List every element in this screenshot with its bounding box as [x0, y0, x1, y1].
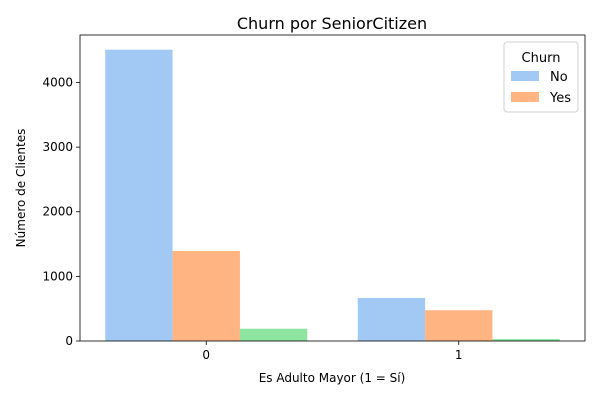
legend: Churn No Yes [503, 41, 579, 113]
legend-title: Churn [522, 51, 561, 66]
x-tick-label: 1 [455, 348, 463, 362]
x-axis-label: Es Adulto Mayor (1 = Sí) [259, 371, 406, 385]
legend-label-yes: Yes [549, 91, 571, 106]
x-tick-label: 0 [202, 348, 210, 362]
y-tick-label: 4000 [42, 75, 73, 89]
y-tick-label: 1000 [42, 269, 73, 283]
chart-title: Churn por SeniorCitizen [237, 14, 427, 33]
bars-group [105, 49, 560, 341]
bar-series-2-cat-1 [492, 339, 560, 341]
legend-swatch-yes [511, 92, 539, 102]
bar-series-1-cat-1 [425, 310, 493, 341]
bar-series-1-cat-0 [172, 250, 240, 341]
legend-label-no: No [550, 70, 568, 85]
bar-series-0-cat-1 [357, 297, 426, 341]
y-tick-label: 2000 [42, 205, 73, 219]
y-ticks-group: 0 1000 2000 3000 4000 [42, 75, 80, 348]
legend-swatch-no [511, 71, 539, 81]
plot-frame [79, 34, 586, 342]
y-tick-label: 3000 [42, 140, 73, 154]
bar-series-0-cat-0 [105, 49, 173, 341]
y-axis-label: Número de Clientes [14, 129, 28, 248]
y-tick-label: 0 [65, 334, 73, 348]
legend-entries: No Yes [511, 70, 571, 106]
bar-series-2-cat-0 [239, 328, 308, 341]
